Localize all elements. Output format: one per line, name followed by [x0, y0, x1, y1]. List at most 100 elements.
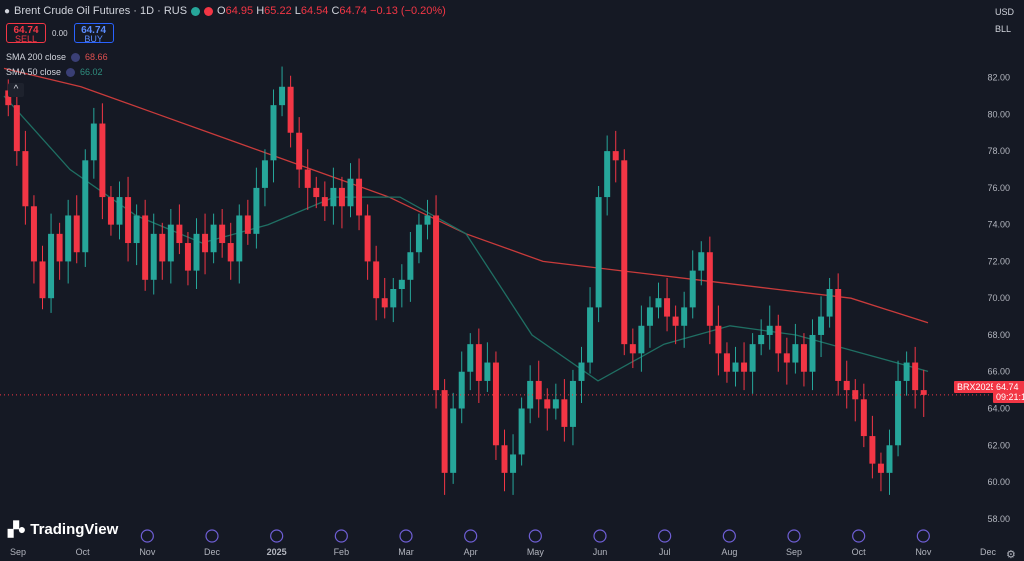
candle-body: [877, 463, 884, 473]
candle-body: [287, 86, 294, 133]
candle-body: [116, 197, 123, 225]
symbol-title[interactable]: Brent Crude Oil Futures · 1D · RUS: [14, 5, 188, 17]
indicator-sma200[interactable]: SMA 200 close 68.66: [6, 52, 108, 62]
candle-body: [210, 224, 217, 253]
y-tick-label: 74.00: [987, 220, 1010, 230]
y-tick-label: 62.00: [987, 440, 1010, 450]
candle-body: [441, 390, 448, 473]
buy-price: 64.74: [81, 25, 107, 36]
candle-body: [390, 289, 397, 308]
x-tick-label: Nov: [139, 547, 156, 557]
candle-body: [664, 298, 671, 317]
buy-button[interactable]: 64.74 BUY: [73, 23, 114, 44]
x-tick-label: Jun: [593, 547, 608, 557]
candle-body: [133, 215, 140, 244]
candle-body: [544, 399, 551, 409]
candle-body: [415, 224, 422, 253]
candle-body: [475, 344, 482, 381]
candle-body: [193, 233, 200, 271]
sma200-line: [3, 67, 929, 324]
candle-body: [569, 380, 576, 427]
sell-label: SELL: [14, 34, 38, 44]
candle-body: [176, 224, 183, 244]
candle-body: [236, 215, 243, 262]
candle-body: [184, 243, 191, 271]
y-tick-label: 72.00: [987, 256, 1010, 266]
currency-label[interactable]: USD: [995, 7, 1015, 17]
candle-body: [920, 390, 927, 395]
candle-body: [492, 362, 499, 446]
candle-body: [869, 436, 876, 464]
candle-body: [304, 169, 311, 188]
sell-button[interactable]: 64.74 SELL: [6, 23, 46, 44]
candle-body: [373, 261, 380, 299]
indicator-sma50[interactable]: SMA 50 close 66.02: [6, 67, 103, 77]
indicator-settings-icon[interactable]: [71, 52, 81, 62]
candle-body: [852, 390, 859, 400]
candle-body: [347, 178, 354, 207]
candle-body: [741, 362, 748, 372]
event-marker-icon: [528, 529, 542, 543]
candle-body: [895, 380, 902, 446]
candle-body: [13, 105, 20, 152]
spread-value: 0.00: [52, 28, 68, 38]
candle-body: [159, 233, 166, 262]
bar-countdown: 09:21:18: [996, 392, 1024, 402]
candle-body: [261, 160, 268, 188]
change-value: −0.13 (−0.20%): [370, 5, 446, 17]
candle-body: [22, 151, 29, 207]
candle-body: [818, 316, 825, 335]
x-tick-label: Jul: [659, 547, 671, 557]
candle-body: [458, 371, 465, 409]
candle-body: [107, 197, 114, 225]
candle-body: [621, 160, 628, 345]
ohlc-values: O64.95 H65.22 L64.54 C64.74 −0.13 (−0.20…: [217, 5, 446, 17]
candle-body: [604, 151, 611, 198]
indicator-settings-icon[interactable]: [66, 67, 76, 77]
candle-body: [227, 243, 234, 262]
candle-body: [253, 187, 260, 234]
candle-body: [73, 215, 80, 253]
candle-body: [595, 197, 602, 308]
x-tick-label: Feb: [334, 547, 350, 557]
y-tick-label: 66.00: [987, 367, 1010, 377]
tradingview-logo[interactable]: ▞● TradingView: [8, 521, 118, 538]
sma200-value: 68.66: [85, 52, 108, 62]
candle-body: [424, 215, 431, 225]
y-tick-label: 70.00: [987, 293, 1010, 303]
x-tick-label: Dec: [204, 547, 221, 557]
market-status-icon: [191, 6, 201, 16]
sma200-label: SMA 200 close: [6, 52, 67, 62]
close-label: C: [331, 5, 340, 17]
x-tick-label: Nov: [915, 547, 932, 557]
gear-icon[interactable]: ⚙: [1006, 549, 1016, 561]
y-tick-label: 76.00: [987, 183, 1010, 193]
candle-body: [484, 362, 491, 381]
candle-body: [732, 362, 739, 372]
y-tick-label: 80.00: [987, 109, 1010, 119]
candle-body: [142, 215, 149, 280]
y-tick-label: 82.00: [987, 73, 1010, 83]
candle-body: [809, 334, 816, 372]
candle-body: [886, 445, 893, 473]
x-tick-label: Aug: [721, 547, 737, 557]
candle-body: [150, 233, 157, 280]
y-tick-label: 64.00: [987, 404, 1010, 414]
candle-body: [706, 252, 713, 326]
candle-body: [356, 178, 363, 216]
candle-body: [723, 353, 730, 372]
collapse-legend-button[interactable]: ^: [8, 83, 24, 97]
symbol-price-tag: BRX2025: [954, 381, 999, 393]
sma50-label: SMA 50 close: [6, 67, 62, 77]
event-marker-icon: [916, 529, 930, 543]
y-tick-label: 58.00: [987, 514, 1010, 524]
unit-label[interactable]: BLL: [995, 24, 1012, 34]
trade-buttons: 64.74 SELL 0.00 64.74 BUY: [6, 23, 114, 44]
candle-body: [672, 316, 679, 326]
candle-body: [99, 123, 106, 198]
symbol-icon[interactable]: ●: [4, 5, 11, 17]
candle-body: [715, 325, 722, 354]
candle-body: [843, 380, 850, 391]
candle-body: [338, 187, 345, 207]
